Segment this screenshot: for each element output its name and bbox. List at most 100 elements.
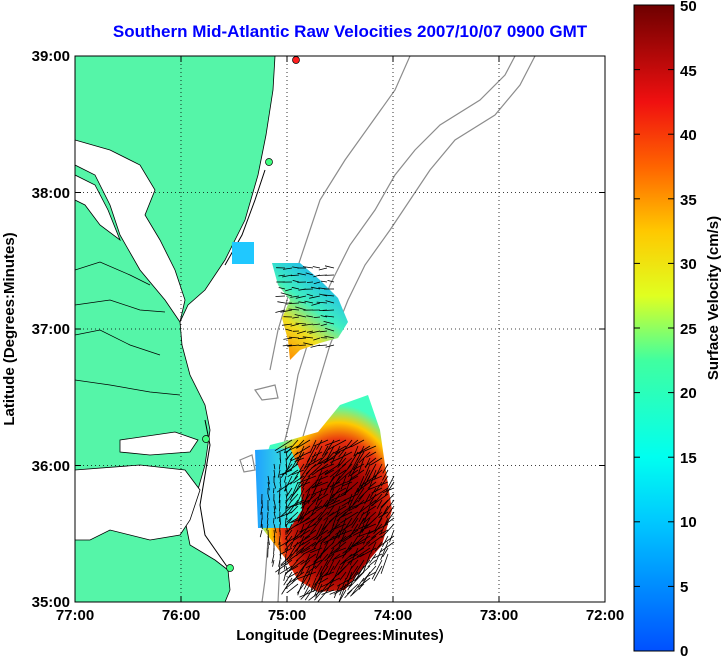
velocity-vector [322,517,335,531]
velocity-vector [260,505,263,515]
velocity-vector [295,445,311,456]
velocity-vector [290,475,299,485]
x-tick-label: 72:00 [586,607,624,624]
velocity-vector [295,571,317,580]
velocity-vector [284,445,287,454]
velocity-vector [369,487,389,501]
velocity-vector [279,457,282,464]
velocity-vector [380,499,389,508]
velocity-vector [310,547,323,554]
velocity-vector [385,475,395,492]
velocity-vector [324,335,335,339]
velocity-vector [276,511,293,519]
velocity-vector [322,294,335,297]
velocity-vector [304,583,311,595]
velocity-vector [286,583,299,594]
colorbar-tick-label: 25 [680,321,697,338]
velocity-vector [328,511,341,523]
velocity-vector [290,505,299,514]
velocity-vector [327,505,335,516]
velocity-vector [267,511,269,518]
velocity-vector [276,445,293,454]
colorbar-tick-label: 35 [680,192,697,209]
velocity-vector [369,487,377,499]
velocity-vector [317,451,329,465]
velocity-vector [334,481,347,489]
velocity-vector [274,439,293,452]
velocity-vector [280,505,293,518]
velocity-vector [365,457,371,469]
velocity-vector [326,547,335,560]
velocity-vector [361,505,377,516]
velocity-vector [333,559,341,571]
velocity-vector [359,511,371,525]
velocity-vector [351,517,359,529]
velocity-vector [384,481,395,496]
velocity-vector [339,577,347,596]
velocity-vector [348,439,359,448]
velocity-vector [310,451,317,462]
velocity-vector [294,529,305,539]
velocity-vector [282,323,293,326]
velocity-vector [367,559,377,568]
velocity-vector [299,463,311,480]
velocity-vector [337,463,353,481]
velocity-vector [300,553,317,565]
velocity-vector [292,280,300,283]
velocity-vector [303,342,314,346]
velocity-vector [318,344,328,346]
velocity-vector [302,336,314,339]
velocity-vector [292,481,305,496]
radar-station-marker [265,158,273,166]
velocity-vector [311,487,329,496]
velocity-vector [352,535,365,548]
velocity-vector [296,583,305,594]
velocity-vector [306,330,314,333]
velocity-vector [358,499,377,514]
velocity-vector [319,559,329,575]
velocity-vector [316,301,328,304]
velocity-vector [298,344,307,346]
velocity-vector [364,493,371,505]
velocity-vector [366,451,377,458]
velocity-vector [297,577,305,596]
velocity-vector [335,523,353,535]
velocity-vector [327,439,347,451]
velocity-vector [313,439,329,447]
velocity-vector [310,577,317,591]
velocity-vector [297,475,317,484]
velocity-vector [339,577,359,590]
velocity-vector [343,493,359,501]
velocity-vector [311,457,329,469]
velocity-vector [290,323,300,327]
velocity-vector [326,445,335,460]
velocity-vector [323,321,335,325]
velocity-vector [297,481,311,488]
velocity-vector [284,541,293,551]
velocity-vector [313,316,321,318]
velocity-vector [302,571,311,585]
velocity-vector [323,475,335,496]
velocity-vector [321,445,329,457]
velocity-vector [293,529,311,541]
velocity-vector [329,481,341,488]
velocity-vector [319,457,335,465]
velocity-vector [354,445,371,456]
velocity-vector [373,565,383,581]
velocity-vector [364,457,377,468]
velocity-vector [337,457,347,468]
velocity-vector [331,541,341,550]
velocity-vector [337,451,353,460]
velocity-vector [346,565,359,583]
velocity-vector [284,517,293,528]
velocity-vector [273,535,276,543]
velocity-vector [275,295,286,297]
velocity-vector [284,475,287,483]
velocity-vector [279,481,282,489]
velocity-vector [331,475,341,491]
velocity-vector [286,499,305,509]
velocity-vector [313,577,323,597]
velocity-vector [279,463,281,470]
velocity-vector [313,529,329,541]
velocity-vector [323,451,335,465]
